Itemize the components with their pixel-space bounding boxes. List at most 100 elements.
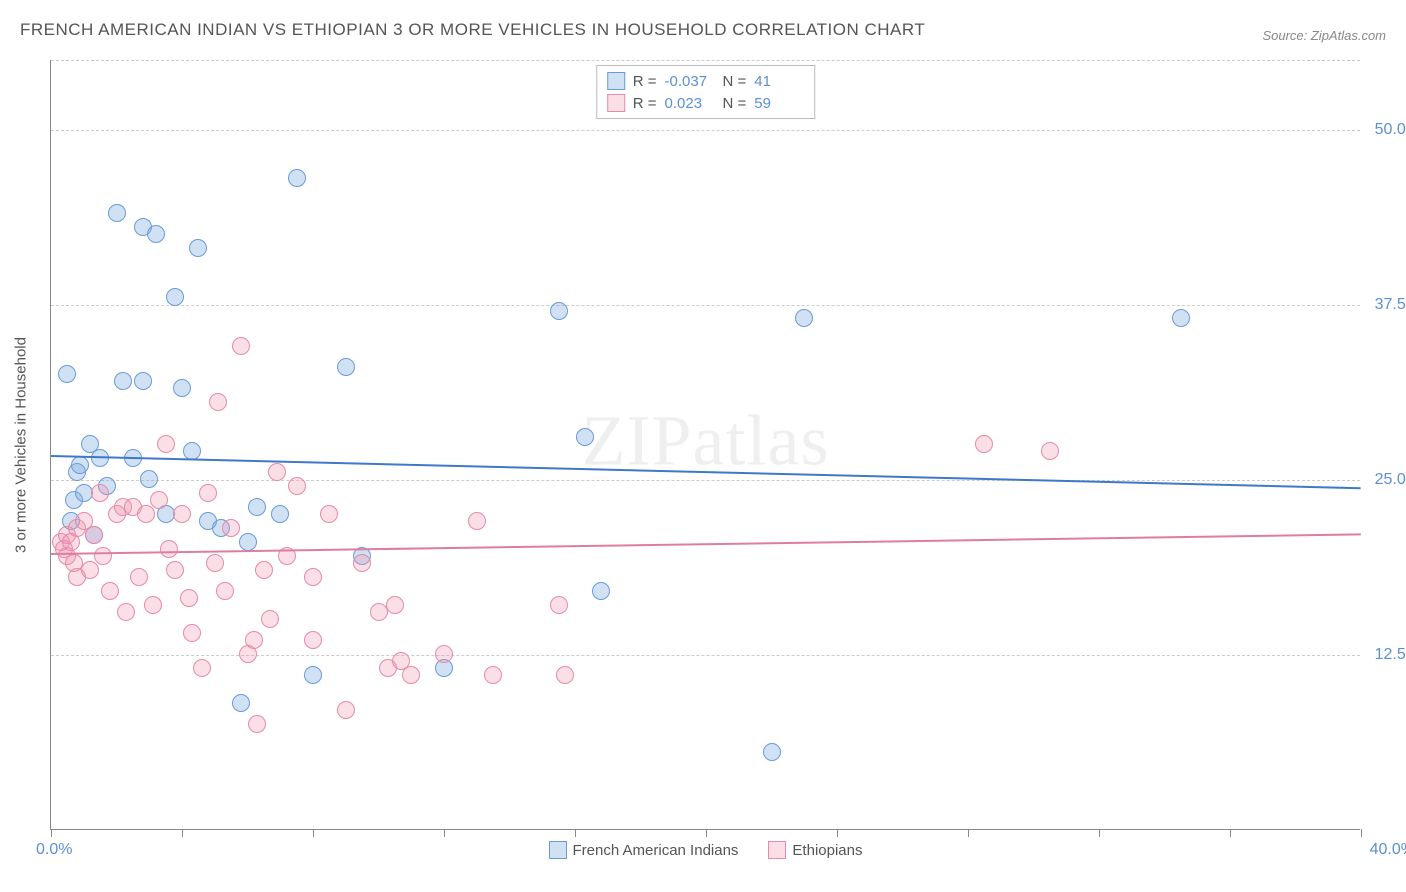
data-point bbox=[193, 659, 211, 677]
data-point bbox=[550, 596, 568, 614]
data-point bbox=[183, 442, 201, 460]
data-point bbox=[206, 554, 224, 572]
data-point bbox=[763, 743, 781, 761]
data-point bbox=[232, 694, 250, 712]
data-point bbox=[137, 505, 155, 523]
gridline bbox=[51, 480, 1360, 481]
data-point bbox=[304, 666, 322, 684]
data-point bbox=[144, 596, 162, 614]
y-tick-label: 37.5% bbox=[1365, 296, 1406, 314]
data-point bbox=[173, 505, 191, 523]
data-point bbox=[166, 288, 184, 306]
source-label: Source: ZipAtlas.com bbox=[1262, 28, 1386, 43]
data-point bbox=[216, 582, 234, 600]
data-point bbox=[108, 204, 126, 222]
legend-swatch bbox=[607, 72, 625, 90]
r-value: -0.037 bbox=[665, 73, 715, 90]
data-point bbox=[199, 484, 217, 502]
data-point bbox=[180, 589, 198, 607]
x-tick bbox=[182, 829, 183, 837]
data-point bbox=[58, 365, 76, 383]
data-point bbox=[468, 512, 486, 530]
legend-swatch bbox=[549, 841, 567, 859]
x-axis-min-label: 0.0% bbox=[36, 841, 72, 859]
data-point bbox=[71, 456, 89, 474]
gridline bbox=[51, 305, 1360, 306]
data-point bbox=[271, 505, 289, 523]
data-point bbox=[173, 379, 191, 397]
data-point bbox=[288, 169, 306, 187]
data-point bbox=[484, 666, 502, 684]
y-tick-label: 12.5% bbox=[1365, 646, 1406, 664]
data-point bbox=[304, 631, 322, 649]
data-point bbox=[117, 603, 135, 621]
data-point bbox=[189, 239, 207, 257]
r-label: R = bbox=[633, 95, 657, 112]
y-tick-label: 50.0% bbox=[1365, 121, 1406, 139]
data-point bbox=[261, 610, 279, 628]
data-point bbox=[157, 435, 175, 453]
r-value: 0.023 bbox=[665, 95, 715, 112]
data-point bbox=[150, 491, 168, 509]
x-axis-max-label: 40.0% bbox=[1370, 841, 1406, 859]
data-point bbox=[268, 463, 286, 481]
data-point bbox=[337, 358, 355, 376]
data-point bbox=[248, 715, 266, 733]
data-point bbox=[183, 624, 201, 642]
data-point bbox=[1172, 309, 1190, 327]
data-point bbox=[209, 393, 227, 411]
data-point bbox=[975, 435, 993, 453]
x-tick bbox=[706, 829, 707, 837]
legend-stat-row: R =-0.037N =41 bbox=[607, 70, 805, 92]
n-label: N = bbox=[723, 95, 747, 112]
data-point bbox=[795, 309, 813, 327]
data-point bbox=[1041, 442, 1059, 460]
data-point bbox=[248, 498, 266, 516]
x-tick bbox=[51, 829, 52, 837]
data-point bbox=[101, 582, 119, 600]
data-point bbox=[94, 547, 112, 565]
data-point bbox=[130, 568, 148, 586]
y-tick-label: 25.0% bbox=[1365, 471, 1406, 489]
plot-area: ZIPatlas 3 or more Vehicles in Household… bbox=[50, 60, 1360, 830]
data-point bbox=[288, 477, 306, 495]
data-point bbox=[245, 631, 263, 649]
y-axis-label: 3 or more Vehicles in Household bbox=[13, 337, 30, 553]
data-point bbox=[140, 470, 158, 488]
data-point bbox=[134, 372, 152, 390]
trend-line bbox=[51, 455, 1361, 489]
data-point bbox=[222, 519, 240, 537]
n-value: 59 bbox=[754, 95, 804, 112]
legend-label: French American Indians bbox=[573, 842, 739, 859]
data-point bbox=[386, 596, 404, 614]
data-point bbox=[402, 666, 420, 684]
x-tick bbox=[313, 829, 314, 837]
x-tick bbox=[444, 829, 445, 837]
data-point bbox=[114, 372, 132, 390]
x-tick bbox=[1230, 829, 1231, 837]
data-point bbox=[166, 561, 184, 579]
legend-series: French American IndiansEthiopians bbox=[549, 841, 863, 859]
data-point bbox=[320, 505, 338, 523]
data-point bbox=[435, 645, 453, 663]
data-point bbox=[592, 582, 610, 600]
data-point bbox=[337, 701, 355, 719]
data-point bbox=[75, 484, 93, 502]
data-point bbox=[81, 561, 99, 579]
data-point bbox=[304, 568, 322, 586]
legend-stat-row: R = 0.023 N = 59 bbox=[607, 92, 805, 114]
x-tick bbox=[1361, 829, 1362, 837]
x-tick bbox=[837, 829, 838, 837]
data-point bbox=[370, 603, 388, 621]
chart-title: FRENCH AMERICAN INDIAN VS ETHIOPIAN 3 OR… bbox=[20, 20, 925, 40]
data-point bbox=[576, 428, 594, 446]
data-point bbox=[255, 561, 273, 579]
data-point bbox=[353, 554, 371, 572]
n-value: 41 bbox=[754, 73, 804, 90]
data-point bbox=[556, 666, 574, 684]
data-point bbox=[232, 337, 250, 355]
data-point bbox=[147, 225, 165, 243]
x-tick bbox=[1099, 829, 1100, 837]
r-label: R = bbox=[633, 73, 657, 90]
data-point bbox=[550, 302, 568, 320]
